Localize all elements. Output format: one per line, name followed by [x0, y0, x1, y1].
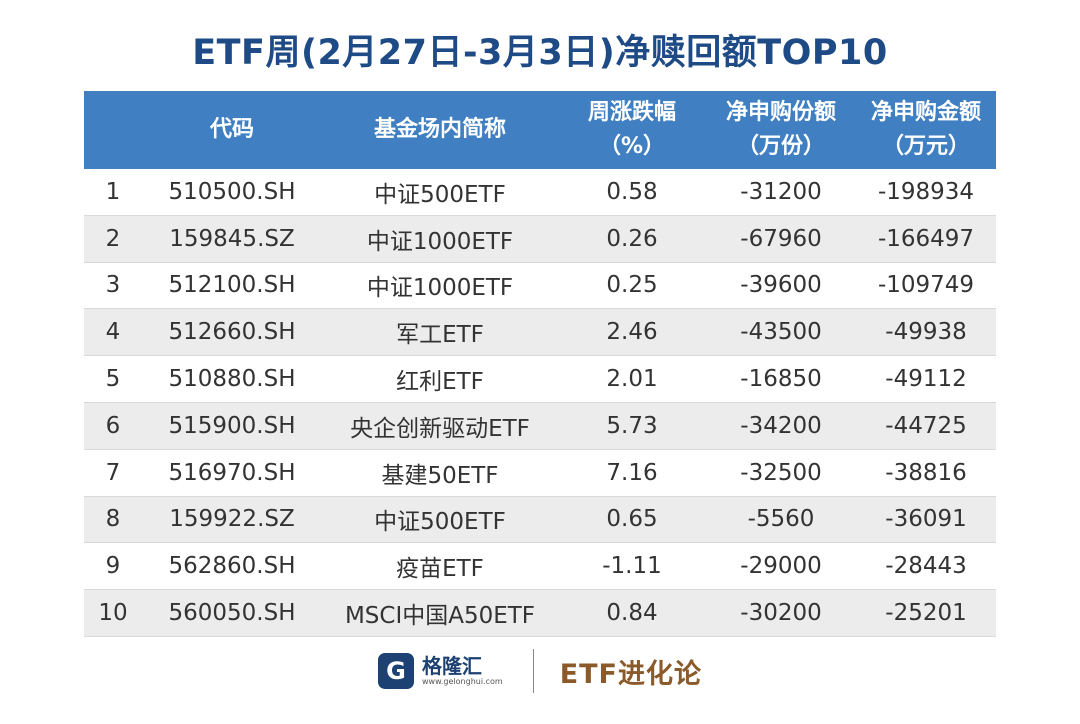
cell-weekly-change: 5.73	[606, 412, 658, 439]
cell-net-shares: -43500	[740, 319, 822, 346]
column-name: ETF进化论	[559, 658, 702, 690]
brand-name: 格隆汇	[421, 654, 482, 678]
cell-fund-name: 央企创新驱动ETF	[350, 415, 530, 442]
cell-rank: 2	[105, 225, 121, 252]
cell-net-shares: -5560	[747, 506, 815, 533]
table-row: 9 562860.SH 疫苗ETF -1.11 -29000 -28443	[84, 543, 996, 591]
cell-net-shares: -39600	[740, 272, 822, 299]
header-fund-name: 基金场内简称	[322, 91, 558, 169]
cell-code: 562860.SH	[168, 553, 296, 580]
cell-net-shares: -30200	[740, 600, 822, 627]
header-weekly-change-label: 周涨跌幅	[587, 100, 676, 125]
cell-rank: 3	[105, 272, 121, 299]
table-row: 3 512100.SH 中证1000ETF 0.25 -39600 -10974…	[84, 263, 996, 310]
cell-rank: 4	[105, 319, 121, 346]
cell-net-shares: -34200	[740, 412, 822, 439]
cell-net-amount: -28443	[885, 553, 967, 580]
header-weekly-change: 周涨跌幅 （%）	[558, 91, 706, 169]
cell-weekly-change: 2.01	[606, 366, 658, 393]
cell-weekly-change: 0.84	[606, 600, 658, 627]
cell-weekly-change: 0.25	[606, 272, 658, 299]
header-code: 代码	[142, 91, 322, 169]
cell-fund-name: 军工ETF	[396, 322, 484, 349]
header-net-amount: 净申购金额 （万元）	[856, 91, 996, 169]
cell-code: 560050.SH	[168, 600, 296, 627]
cell-rank: 10	[98, 600, 128, 627]
cell-net-shares: -16850	[740, 366, 822, 393]
page-title: ETF周(2月27日-3月3日)净赎回额TOP10	[192, 33, 888, 73]
table-row: 10 560050.SH MSCI中国A50ETF 0.84 -30200 -2…	[84, 590, 996, 637]
header-weekly-change-unit: （%）	[598, 134, 666, 159]
cell-code: 512660.SH	[168, 319, 296, 346]
header-net-shares-unit: （万份）	[736, 134, 825, 159]
cell-code: 510880.SH	[168, 366, 296, 393]
cell-rank: 6	[105, 412, 121, 439]
table-row: 4 512660.SH 军工ETF 2.46 -43500 -49938	[84, 309, 996, 357]
header-rank	[84, 91, 142, 169]
cell-net-amount: -166497	[877, 225, 975, 252]
cell-rank: 5	[105, 366, 121, 393]
table-header: 代码 基金场内简称 周涨跌幅 （%） 净申购份额 （万份） 净申购金额 （万元）	[84, 91, 996, 169]
table-row: 2 159845.SZ 中证1000ETF 0.26 -67960 -16649…	[84, 215, 996, 263]
gelonghui-logo-icon: G	[377, 653, 414, 689]
cell-rank: 8	[105, 506, 121, 533]
cell-fund-name: 红利ETF	[396, 369, 484, 396]
etf-redemption-table: 代码 基金场内简称 周涨跌幅 （%） 净申购份额 （万份） 净申购金额 （万元）…	[84, 91, 996, 637]
cell-code: 159845.SZ	[169, 225, 295, 252]
cell-net-amount: -44725	[885, 412, 967, 439]
cell-fund-name: 中证1000ETF	[366, 228, 514, 255]
header-net-amount-unit: （万元）	[881, 134, 970, 159]
cell-net-amount: -49112	[885, 366, 967, 393]
cell-net-shares: -67960	[740, 225, 822, 252]
cell-net-amount: -109749	[877, 272, 975, 299]
cell-net-amount: -198934	[877, 178, 975, 205]
cell-code: 512100.SH	[168, 272, 296, 299]
header-fund-name-label: 基金场内简称	[373, 117, 506, 142]
table-row: 5 510880.SH 红利ETF 2.01 -16850 -49112	[84, 356, 996, 403]
cell-net-shares: -31200	[740, 178, 822, 205]
table-row: 6 515900.SH 央企创新驱动ETF 5.73 -34200 -44725	[84, 402, 996, 450]
table-row: 8 159922.SZ 中证500ETF 0.65 -5560 -36091	[84, 496, 996, 544]
cell-code: 510500.SH	[168, 178, 296, 205]
cell-fund-name: 疫苗ETF	[396, 556, 484, 583]
cell-net-amount: -25201	[885, 600, 967, 627]
cell-weekly-change: 0.26	[606, 225, 658, 252]
cell-rank: 1	[105, 178, 121, 205]
brand-url: www.gelonghui.com	[421, 677, 503, 686]
cell-fund-name: 中证1000ETF	[366, 275, 514, 302]
cell-weekly-change: 2.46	[606, 319, 658, 346]
brand: 格隆汇 www.gelonghui.com	[422, 655, 503, 687]
table-row: 7 516970.SH 基建50ETF 7.16 -32500 -38816	[84, 450, 996, 497]
cell-net-amount: -38816	[885, 459, 967, 486]
cell-code: 516970.SH	[168, 459, 296, 486]
cell-fund-name: MSCI中国A50ETF	[344, 603, 536, 630]
cell-net-shares: -32500	[740, 459, 822, 486]
cell-rank: 7	[105, 459, 121, 486]
cell-weekly-change: -1.11	[602, 553, 662, 580]
cell-net-shares: -29000	[740, 553, 822, 580]
cell-net-amount: -36091	[885, 506, 967, 533]
header-net-shares-label: 净申购份额	[725, 100, 836, 125]
cell-weekly-change: 0.65	[606, 506, 658, 533]
table-row: 1 510500.SH 中证500ETF 0.58 -31200 -198934	[84, 169, 996, 216]
cell-weekly-change: 7.16	[606, 459, 658, 486]
header-code-label: 代码	[209, 117, 254, 142]
cell-weekly-change: 0.58	[606, 178, 658, 205]
cell-rank: 9	[105, 553, 121, 580]
footer: G 格隆汇 www.gelonghui.com ETF进化论	[0, 648, 1080, 694]
cell-fund-name: 基建50ETF	[381, 462, 499, 489]
cell-code: 515900.SH	[168, 412, 296, 439]
cell-code: 159922.SZ	[169, 506, 295, 533]
logo-glyph: G	[386, 657, 406, 685]
header-net-amount-label: 净申购金额	[870, 100, 981, 125]
header-net-shares: 净申购份额 （万份）	[706, 91, 856, 169]
cell-fund-name: 中证500ETF	[374, 181, 506, 208]
footer-divider	[532, 649, 534, 693]
cell-fund-name: 中证500ETF	[374, 509, 506, 536]
cell-net-amount: -49938	[885, 319, 967, 346]
